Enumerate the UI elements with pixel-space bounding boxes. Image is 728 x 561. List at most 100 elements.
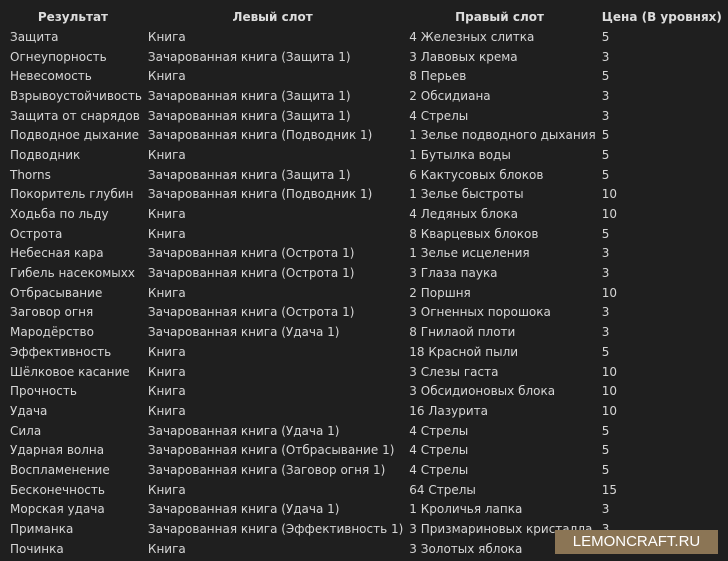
cell-result: Ударная волна xyxy=(10,443,105,458)
cell-left-slot: Зачарованная книга (Острота 1) xyxy=(147,266,355,281)
table-row: Прочность Книга 3 Обсидионовых блока 10 xyxy=(4,381,728,401)
cell-right-slot: 1 Зелье быстроты xyxy=(409,187,524,202)
cell-result: Взрывоустойчивость xyxy=(10,88,142,103)
cell-price: 3 xyxy=(601,266,610,281)
cell-result: Прочность xyxy=(10,384,77,399)
cell-left-slot: Зачарованная книга (Защита 1) xyxy=(147,49,351,64)
cell-price: 10 xyxy=(601,384,617,399)
cell-result: Эффективность xyxy=(10,344,112,359)
cell-left-slot: Зачарованная книга (Защита 1) xyxy=(147,167,351,182)
cell-result: Шёлковое касание xyxy=(10,364,130,379)
cell-result: Мародёрство xyxy=(10,325,94,340)
cell-right-slot: 1 Зелье подводного дыхания xyxy=(409,128,596,143)
cell-price: 3 xyxy=(601,502,610,517)
cell-left-slot: Книга xyxy=(147,364,186,379)
cell-price: 5 xyxy=(601,147,610,162)
cell-price: 5 xyxy=(601,423,610,438)
cell-left-slot: Зачарованная книга (Острота 1) xyxy=(147,246,355,261)
cell-result: Воспламенение xyxy=(10,462,110,477)
table-row: Огнеупорность Зачарованная книга (Защита … xyxy=(4,47,728,67)
table-row: Небесная кара Зачарованная книга (Острота… xyxy=(4,244,728,264)
cell-price: 5 xyxy=(601,167,610,182)
cell-right-slot: 4 Железных слитка xyxy=(409,29,535,44)
cell-result: Приманка xyxy=(10,522,74,537)
watermark-logo: LEMONCRAFT.RU xyxy=(555,530,718,554)
cell-left-slot: Книга xyxy=(147,482,186,497)
cell-right-slot: 1 Зелье исцеления xyxy=(409,246,530,261)
cell-price: 5 xyxy=(601,69,610,84)
cell-left-slot: Книга xyxy=(147,384,186,399)
cell-price: 5 xyxy=(601,443,610,458)
cell-result: Подводное дыхание xyxy=(10,128,140,143)
cell-result: Подводник xyxy=(10,147,81,162)
cell-price: 10 xyxy=(601,364,617,379)
cell-price: 3 xyxy=(601,49,610,64)
cell-price: 5 xyxy=(601,344,610,359)
cell-price: 5 xyxy=(601,462,610,477)
cell-right-slot: 1 Кроличья лапка xyxy=(409,502,523,517)
cell-left-slot: Книга xyxy=(147,344,186,359)
cell-price: 3 xyxy=(596,519,728,539)
table-row: Заговор огня Зачарованная книга (Острота … xyxy=(4,303,728,323)
cell-right-slot: 4 Стрелы xyxy=(409,443,469,458)
table-row: Морская удача Зачарованная книга (Удача 1… xyxy=(4,500,728,520)
cell-left-slot: Книга xyxy=(147,226,186,241)
cell-right-slot: 8 Гнилаой плоти xyxy=(409,325,516,340)
cell-right-slot: 3 Золотых яблока xyxy=(409,541,523,556)
cell-right-slot: 64 Стрелы xyxy=(409,482,476,497)
table-row: Сила Зачарованная книга (Удача 1) 4 Стрелы… xyxy=(4,421,728,441)
cell-result: Защита от снарядов xyxy=(10,108,140,123)
cell-left-slot: Зачарованная книга (Эффективность 1) xyxy=(147,522,404,537)
cell-result: Сила xyxy=(10,423,42,438)
table-row: Острота Книга 8 Кварцевых блоков 5 xyxy=(4,224,728,244)
cell-right-slot: 2 Обсидиана xyxy=(409,88,491,103)
cell-price: 5 xyxy=(601,128,610,143)
cell-result: Покоритель глубин xyxy=(10,187,134,202)
cell-left-slot: Зачарованная книга (Защита 1) xyxy=(147,88,351,103)
cell-right-slot: 16 Лазурита xyxy=(409,403,488,418)
cell-right-slot: 8 Перьев xyxy=(409,69,467,84)
cell-left-slot: Зачарованная книга (Защита 1) xyxy=(147,108,351,123)
table-row: Thorns Зачарованная книга (Защита 1) 6 Как… xyxy=(4,165,728,185)
cell-right-slot: 3 Слезы гаста xyxy=(409,364,499,379)
table-row: Приманка Зачарованная книга (Эффективност… xyxy=(4,519,728,539)
cell-left-slot: Книга xyxy=(147,69,186,84)
table-row: Покоритель глубин Зачарованная книга (Под… xyxy=(4,185,728,205)
table-row: Подводное дыхание Зачарованная книга (Под… xyxy=(4,125,728,145)
cell-price: 10 xyxy=(601,285,617,300)
cell-left-slot: Зачарованная книга (Удача 1) xyxy=(147,325,340,340)
cell-result: Острота xyxy=(10,226,63,241)
cell-result: Починка xyxy=(10,541,64,556)
cell-result: Небесная кара xyxy=(10,246,104,261)
cell-price: 15 xyxy=(601,482,617,497)
cell-left-slot: Зачарованная книга (Подводник 1) xyxy=(147,128,373,143)
cell-right-slot: 6 Кактусовых блоков xyxy=(409,167,544,182)
table-row: Эффективность Книга 18 Красной пыли 5 xyxy=(4,342,728,362)
cell-price: 10 xyxy=(601,207,617,222)
cell-result: Огнеупорность xyxy=(10,49,107,64)
table-row: Защита от снарядов Зачарованная книга (За… xyxy=(4,106,728,126)
table-row: Ударная волна Зачарованная книга (Отбрасы… xyxy=(4,440,728,460)
table-row: Взрывоустойчивость Зачарованная книга (За… xyxy=(4,86,728,106)
header-result: Результат xyxy=(37,10,109,24)
cell-result: Защита xyxy=(10,29,59,44)
cell-left-slot: Книга xyxy=(147,147,186,162)
cell-left-slot: Зачарованная книга (Заговор огня 1) xyxy=(147,462,386,477)
cell-price: 3 xyxy=(601,108,610,123)
cell-right-slot: 3 Призмариновых кристалла xyxy=(409,522,593,537)
cell-right-slot: 18 Красной пыли xyxy=(409,344,519,359)
table-row: Починка Книга 3 Золотых яблока xyxy=(4,539,728,559)
cell-left-slot: Зачарованная книга (Острота 1) xyxy=(147,305,355,320)
cell-price: 3 xyxy=(601,305,610,320)
cell-result: Заговор огня xyxy=(10,305,94,320)
cell-right-slot: 3 Огненных порошока xyxy=(409,305,551,320)
table-row: Ходьба по льду Книга 4 Ледяных блока 10 xyxy=(4,204,728,224)
enchant-table: Результат Левый слот Правый слот Цена (В… xyxy=(4,7,728,559)
table-row: Невесомость Книга 8 Перьев 5 xyxy=(4,66,728,86)
cell-result: Гибель насекомыхх xyxy=(10,266,135,281)
header-right-slot: Правый слот xyxy=(455,10,544,24)
table-row: Шёлковое касание Книга 3 Слезы гаста 10 xyxy=(4,362,728,382)
cell-right-slot: 3 Глаза паука xyxy=(409,266,498,281)
cell-right-slot: 4 Стрелы xyxy=(409,462,469,477)
table-header: Результат Левый слот Правый слот Цена (В… xyxy=(4,7,728,27)
